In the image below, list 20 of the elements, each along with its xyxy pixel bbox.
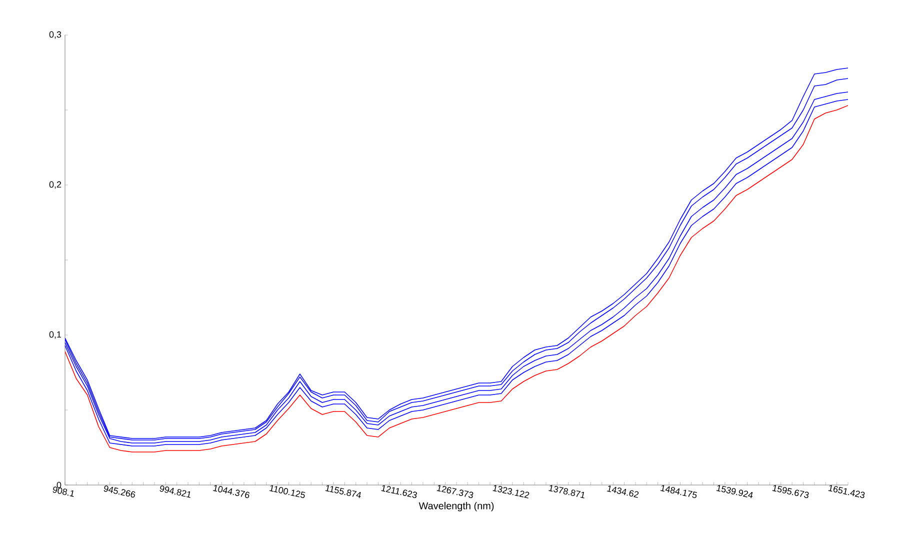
x-tick-label: 1044.376 (213, 485, 250, 498)
x-tick-label: 1539.924 (716, 485, 753, 498)
x-tick-label: 1378.871 (548, 485, 584, 498)
x-tick-label: 1211.623 (381, 485, 417, 498)
y-tick-label: 0,3 (49, 31, 62, 39)
y-tick-label: 0,1 (49, 331, 62, 339)
x-tick-label: 994.821 (160, 486, 190, 498)
x-tick-label: 1155.874 (325, 485, 361, 498)
x-tick-label: 1651.423 (828, 485, 865, 498)
x-tick-label: 1267.373 (436, 485, 474, 498)
x-tick-label: 908.1 (52, 486, 74, 497)
x-tick-label: 1323.122 (492, 485, 530, 498)
x-tick-label: 945.266 (104, 486, 136, 498)
x-tick-label: 1595.673 (772, 485, 809, 498)
y-tick-label: 0,2 (49, 181, 62, 189)
x-tick-label: 1484.175 (660, 485, 698, 498)
x-axis-title: Wavelength (nm) (418, 502, 494, 512)
x-tick-label: 1434.62 (607, 486, 639, 498)
y-tick-label: 0 (56, 482, 62, 488)
x-tick-label: 1100.125 (269, 485, 306, 498)
